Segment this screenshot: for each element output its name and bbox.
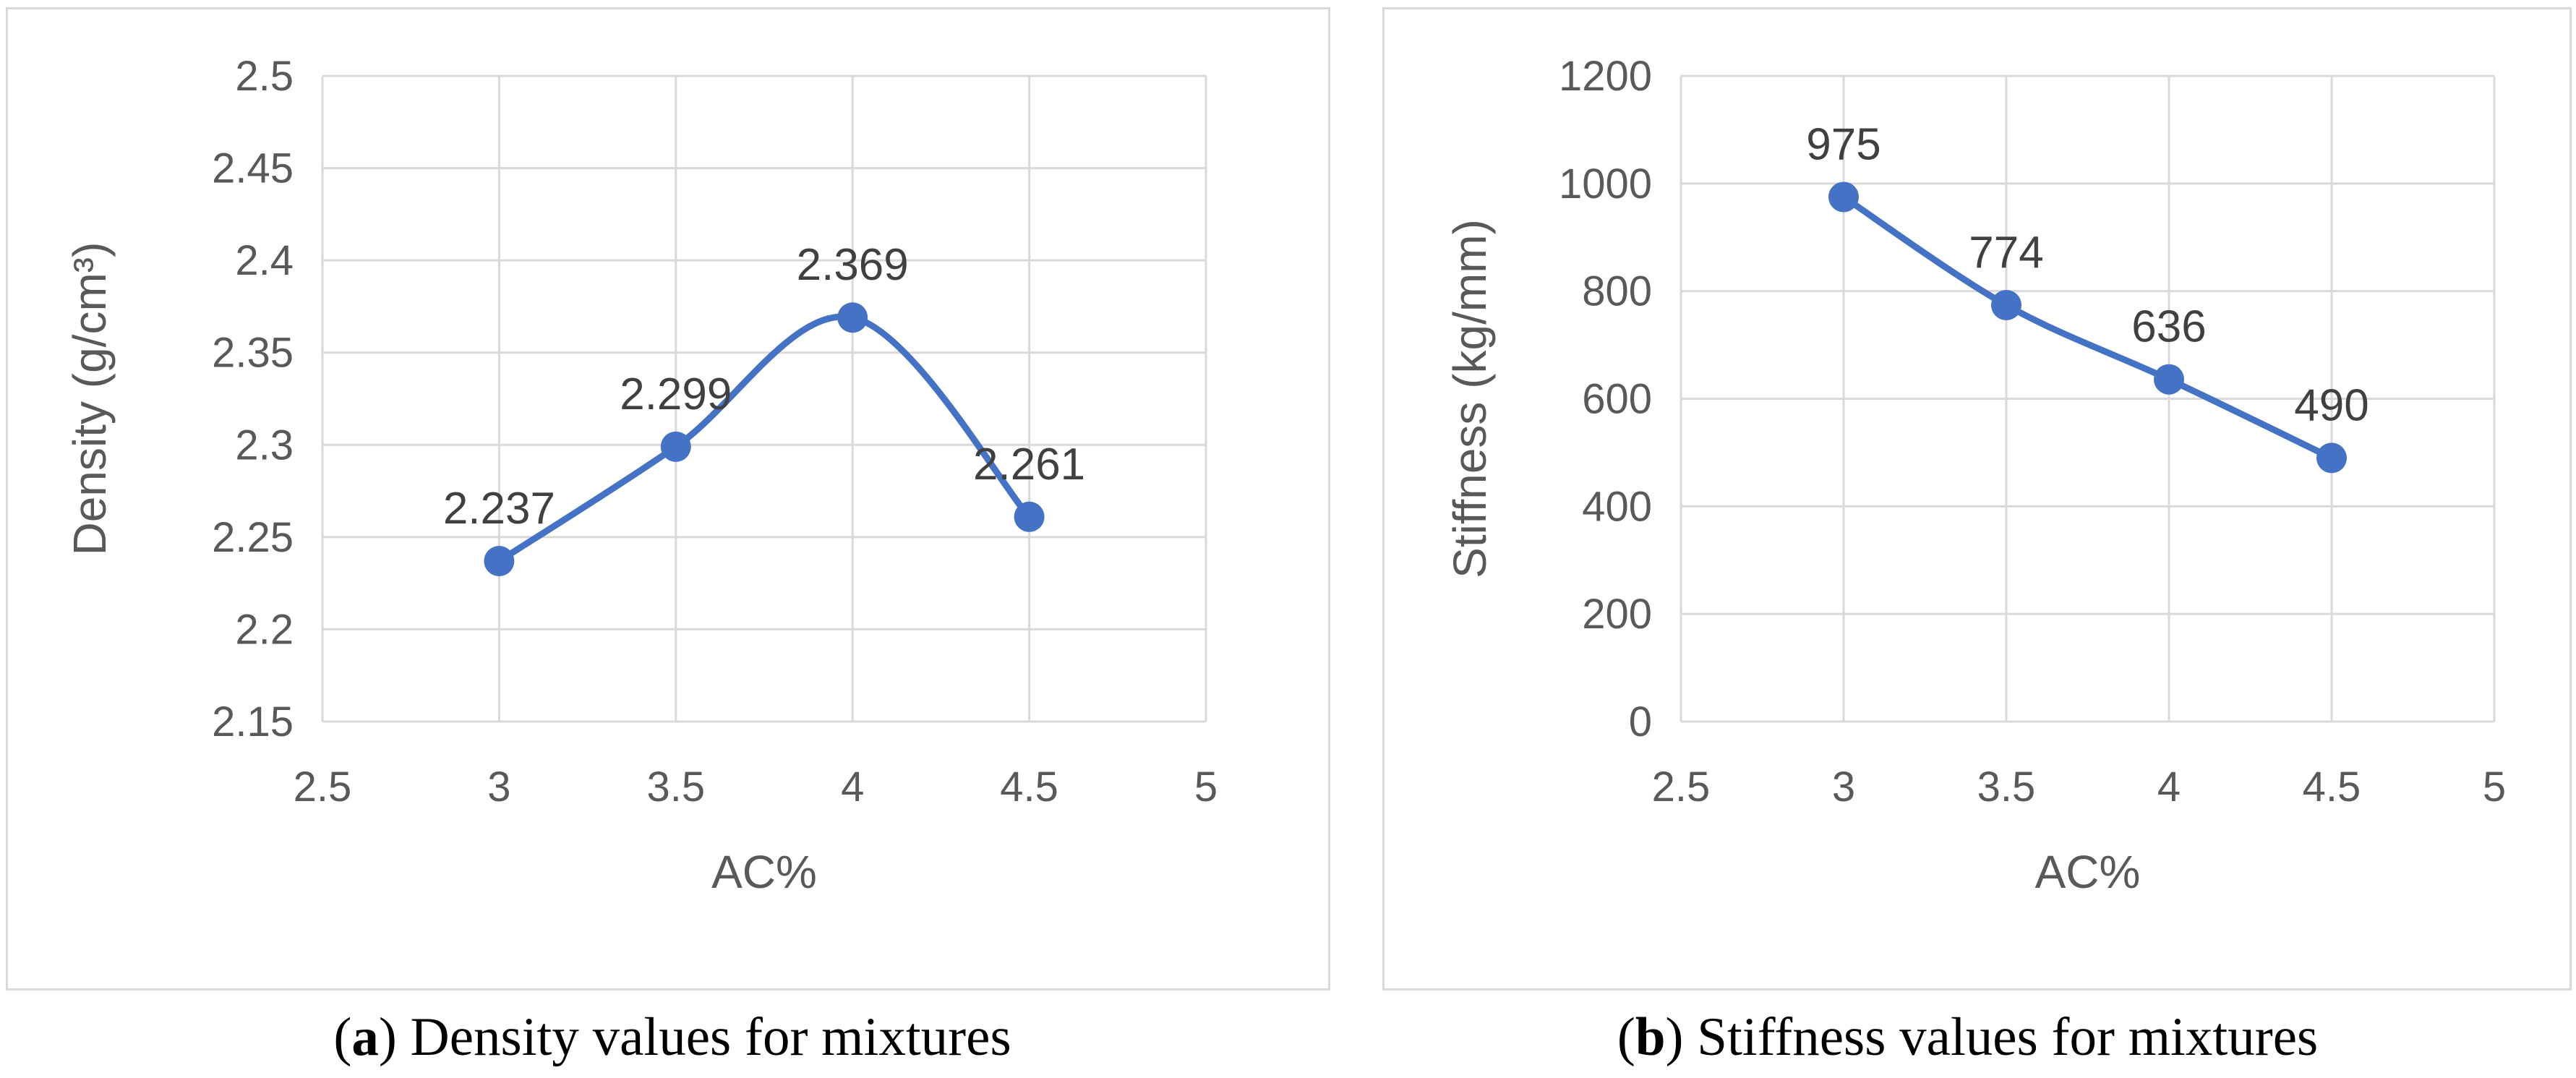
x-tick-label: 2.5 (294, 763, 352, 810)
caption-text: ) Stiffness values for mixtures (1665, 1007, 2319, 1067)
y-tick-label: 800 (1582, 268, 1652, 315)
data-label: 636 (2131, 302, 2206, 352)
caption-text: ) Density values for mixtures (378, 1007, 1011, 1067)
density-chart: 2.15 2.2 2.25 2.3 2.35 2.4 2.45 2.5 2.5 3 3.5 4 4.5 5… (64, 53, 1218, 898)
data-label: 490 (2294, 380, 2369, 430)
data-point (1828, 181, 1859, 213)
caption-letter: b (1635, 1007, 1666, 1067)
y-tick-label: 2.35 (212, 330, 294, 377)
data-label: 2.369 (797, 240, 909, 290)
x-tick-label: 4 (2157, 763, 2181, 810)
gridlines (321, 74, 1207, 723)
data-point (660, 431, 691, 462)
y-tick-label: 1000 (1559, 161, 1652, 208)
y-tick-label: 400 (1582, 483, 1652, 530)
data-point (2316, 442, 2347, 474)
y-tick-label: 1200 (1559, 53, 1652, 100)
x-tick-label: 3.5 (1977, 763, 2036, 810)
stiffness-chart: 0 200 400 600 800 1000 1200 2.5 3 3.5 4 4.5 5 AC% Stif… (1444, 53, 2506, 898)
data-label: 2.299 (620, 369, 732, 419)
data-point (1014, 501, 1045, 532)
y-tick-label: 2.3 (235, 422, 294, 469)
x-axis-title: AC% (711, 846, 817, 898)
x-tick-label: 3.5 (646, 763, 705, 810)
x-tick-label: 5 (2483, 763, 2506, 810)
data-label: 2.261 (973, 440, 1085, 489)
y-tick-label: 2.45 (212, 145, 294, 192)
y-tick-label: 2.2 (235, 606, 294, 653)
x-axis-title: AC% (2035, 846, 2141, 898)
y-tick-label: 2.5 (235, 53, 294, 100)
data-point (837, 302, 868, 333)
x-tick-label: 4.5 (1000, 763, 1058, 810)
series-line (495, 313, 1033, 565)
stiffness-chart-panel: 0 200 400 600 800 1000 1200 2.5 3 3.5 4 4.5 5 AC% Stif… (1382, 7, 2572, 991)
y-tick-label: 2.25 (212, 514, 294, 561)
x-tick-label: 5 (1194, 763, 1218, 810)
series-line (1840, 193, 2335, 461)
data-point (484, 546, 515, 577)
data-point (1991, 290, 2021, 321)
x-tick-label: 3 (487, 763, 510, 810)
y-axis-title: Density (g/cm³) (64, 242, 116, 556)
gridlines (1679, 74, 2496, 723)
density-chart-caption: (a) Density values for mixtures (333, 1007, 1011, 1067)
y-tick-label: 600 (1582, 376, 1652, 423)
y-tick-label: 200 (1582, 591, 1652, 638)
data-label: 975 (1806, 119, 1880, 169)
stiffness-chart-caption: (b) Stiffness values for mixtures (1617, 1007, 2319, 1067)
data-label: 774 (1969, 228, 2043, 278)
caption-letter: a (351, 1007, 379, 1067)
x-tick-label: 4.5 (2303, 763, 2361, 810)
x-tick-label: 3 (1832, 763, 1855, 810)
x-tick-label: 2.5 (1652, 763, 1711, 810)
y-axis-title: Stiffness (kg/mm) (1444, 219, 1496, 578)
y-tick-label: 2.15 (212, 698, 294, 745)
data-point (2154, 364, 2184, 395)
data-label: 2.237 (443, 484, 555, 534)
y-tick-label: 2.4 (235, 237, 294, 284)
density-chart-panel: 2.15 2.2 2.25 2.3 2.35 2.4 2.45 2.5 2.5 3 3.5 4 4.5 5… (6, 7, 1330, 991)
x-tick-label: 4 (841, 763, 864, 810)
y-tick-label: 0 (1629, 698, 1652, 745)
